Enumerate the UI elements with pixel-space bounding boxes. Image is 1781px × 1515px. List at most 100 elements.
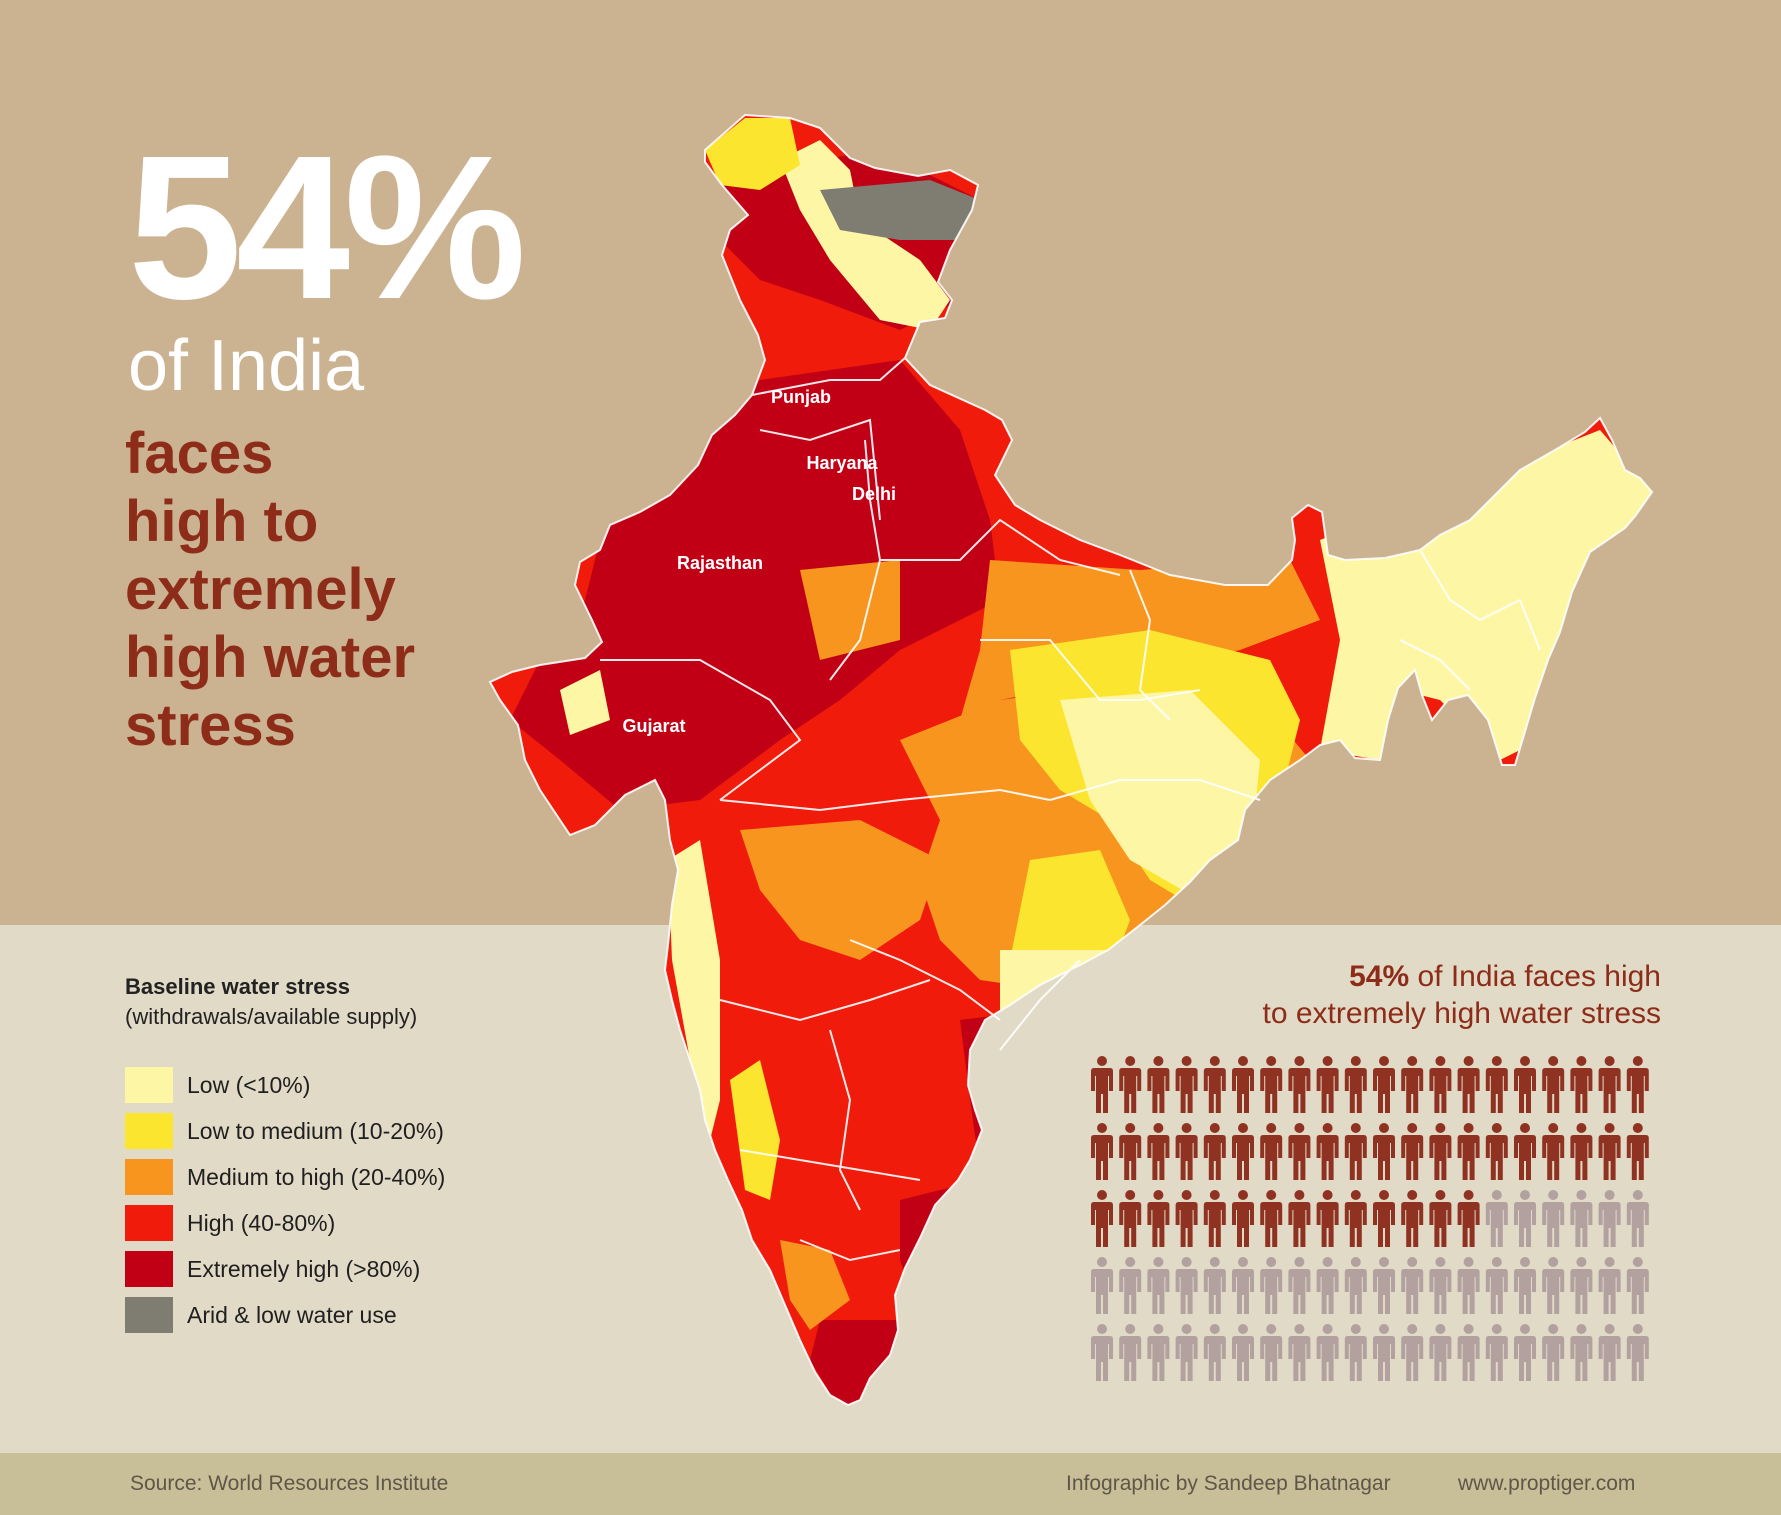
person-icon-filled (1542, 1056, 1565, 1113)
person-icon-filled (1175, 1056, 1198, 1113)
person-icon-filled (1091, 1123, 1113, 1180)
person-icon-empty (1401, 1324, 1424, 1381)
person-icon-empty (1316, 1324, 1339, 1381)
person-icon-empty (1514, 1257, 1536, 1314)
person-icon-empty (1598, 1257, 1621, 1314)
people-pictogram (1091, 1056, 1649, 1381)
person-icon-empty (1203, 1324, 1226, 1381)
person-icon-empty (1344, 1324, 1367, 1381)
footer-url[interactable]: www.proptiger.com (1458, 1472, 1636, 1495)
map-label-punjab: Punjab (771, 387, 831, 407)
person-icon-empty (1091, 1324, 1113, 1381)
person-icon-filled (1457, 1123, 1480, 1180)
headline-line: extremely (125, 557, 396, 622)
legend-item: Arid & low water use (125, 1292, 445, 1338)
legend-label: High (40-80%) (187, 1209, 336, 1236)
person-icon-empty (1485, 1190, 1508, 1247)
person-icon-filled (1598, 1056, 1621, 1113)
person-icon-filled (1091, 1056, 1113, 1113)
person-icon-filled (1232, 1190, 1254, 1247)
person-icon-filled (1091, 1190, 1113, 1247)
stat-line-1-rest: of India faces high (1409, 960, 1661, 993)
person-icon-filled (1401, 1190, 1424, 1247)
person-icon-filled (1401, 1056, 1424, 1113)
person-icon-empty (1542, 1324, 1565, 1381)
legend-label: Extremely high (>80%) (187, 1255, 421, 1282)
person-icon-filled (1344, 1123, 1367, 1180)
person-icon-filled (1344, 1190, 1367, 1247)
person-icon-filled (1288, 1056, 1311, 1113)
person-icon-filled (1119, 1056, 1142, 1113)
person-icon-filled (1457, 1190, 1480, 1247)
person-icon-filled (1429, 1190, 1452, 1247)
person-icon-filled (1232, 1056, 1254, 1113)
legend-swatch (125, 1297, 173, 1333)
person-icon-empty (1175, 1324, 1198, 1381)
person-icon-empty (1344, 1257, 1367, 1314)
person-icon-filled (1429, 1056, 1452, 1113)
headline-line: stress (125, 693, 296, 758)
person-icon-empty (1147, 1257, 1170, 1314)
person-icon-filled (1514, 1056, 1536, 1113)
person-icon-filled (1147, 1056, 1170, 1113)
person-icon-filled (1429, 1123, 1452, 1180)
person-icon-empty (1457, 1257, 1480, 1314)
person-icon-filled (1203, 1056, 1226, 1113)
person-icon-empty (1260, 1324, 1283, 1381)
person-icon-filled (1344, 1056, 1367, 1113)
legend-item: High (40-80%) (125, 1200, 445, 1246)
person-icon-empty (1119, 1324, 1142, 1381)
headline-percent: 54% (128, 113, 526, 342)
person-icon-filled (1401, 1123, 1424, 1180)
person-icon-filled (1288, 1190, 1311, 1247)
stat-percent: 54% (1349, 960, 1410, 993)
person-icon-filled (1373, 1123, 1395, 1180)
person-icon-empty (1373, 1257, 1395, 1314)
person-icon-empty (1175, 1257, 1198, 1314)
person-icon-empty (1429, 1324, 1452, 1381)
person-icon-empty (1570, 1257, 1593, 1314)
legend-label: Arid & low water use (187, 1301, 397, 1328)
person-icon-empty (1598, 1190, 1621, 1247)
legend-swatch (125, 1159, 173, 1195)
map-label-rajasthan: Rajasthan (677, 553, 763, 573)
person-icon-filled (1119, 1123, 1142, 1180)
map-legend: Baseline water stress (withdrawals/avail… (125, 972, 445, 1338)
person-icon-filled (1542, 1123, 1565, 1180)
legend-subtitle: (withdrawals/available supply) (125, 1004, 418, 1029)
person-icon-empty (1429, 1257, 1452, 1314)
legend-item: Low to medium (10-20%) (125, 1108, 445, 1154)
person-icon-filled (1316, 1056, 1339, 1113)
person-icon-filled (1316, 1190, 1339, 1247)
person-icon-filled (1598, 1123, 1621, 1180)
person-icon-empty (1260, 1257, 1283, 1314)
person-icon-empty (1626, 1324, 1649, 1381)
legend-item: Medium to high (20-40%) (125, 1154, 445, 1200)
legend-label: Low to medium (10-20%) (187, 1117, 444, 1144)
person-icon-filled (1373, 1056, 1395, 1113)
map-label-delhi: Delhi (852, 484, 896, 504)
person-icon-empty (1232, 1324, 1254, 1381)
person-icon-filled (1626, 1123, 1649, 1180)
person-icon-filled (1119, 1190, 1142, 1247)
person-icon-empty (1119, 1257, 1142, 1314)
person-icon-empty (1232, 1257, 1254, 1314)
legend-items: Low (<10%) Low to medium (10-20%) Medium t… (125, 1062, 445, 1338)
person-icon-filled (1203, 1190, 1226, 1247)
person-icon-empty (1373, 1324, 1395, 1381)
person-icon-empty (1570, 1190, 1593, 1247)
person-icon-empty (1542, 1190, 1565, 1247)
person-icon-empty (1288, 1257, 1311, 1314)
person-icon-filled (1485, 1123, 1508, 1180)
legend-title: Baseline water stress (125, 974, 351, 999)
person-icon-filled (1260, 1056, 1283, 1113)
headline-of-india: of India (128, 326, 365, 406)
legend-item: Extremely high (>80%) (125, 1246, 445, 1292)
person-icon-filled (1570, 1056, 1593, 1113)
person-icon-empty (1457, 1324, 1480, 1381)
stat-line-2: to extremely high water stress (1262, 997, 1661, 1030)
person-icon-empty (1485, 1324, 1508, 1381)
legend-item: Low (<10%) (125, 1062, 445, 1108)
person-icon-empty (1401, 1257, 1424, 1314)
person-icon-empty (1514, 1324, 1536, 1381)
